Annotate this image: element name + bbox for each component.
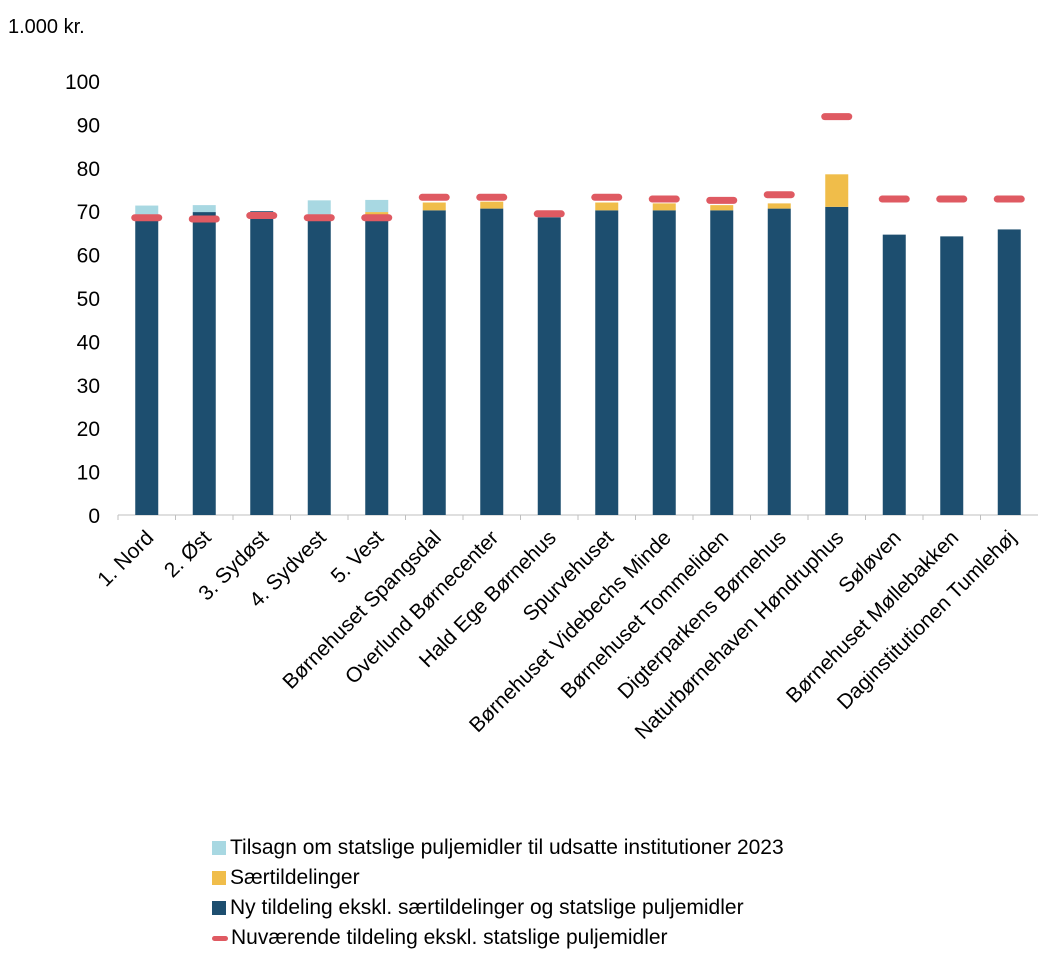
x-tick-label: Naturbørnehaven Høndruphus bbox=[631, 526, 849, 744]
legend-color-swatch bbox=[212, 871, 226, 885]
current-allocation-markers bbox=[131, 113, 1025, 223]
legend-color-swatch bbox=[212, 841, 226, 855]
bar-segment-saertildelinger bbox=[422, 202, 446, 211]
y-tick-label: 90 bbox=[77, 114, 100, 137]
legend-label: Nuværende tildeling ekskl. statslige pul… bbox=[231, 926, 668, 949]
legend-line-swatch bbox=[212, 935, 228, 941]
x-tick-label: 2. Øst bbox=[160, 526, 216, 582]
y-tick-label: 20 bbox=[77, 418, 100, 441]
bar-segment-puljemidler bbox=[365, 199, 389, 213]
bar-segment-base bbox=[135, 217, 159, 515]
legend-item: Tilsagn om statslige puljemidler til uds… bbox=[212, 833, 784, 863]
y-tick-label: 50 bbox=[77, 288, 100, 311]
x-tick-label: 1. Nord bbox=[93, 526, 158, 591]
legend-label: Tilsagn om statslige puljemidler til uds… bbox=[230, 836, 784, 859]
bar-segment-saertildelinger bbox=[825, 174, 849, 207]
bar-segment-saertildelinger bbox=[710, 205, 734, 211]
bar-segment-puljemidler bbox=[192, 205, 216, 213]
y-tick-label: 70 bbox=[77, 201, 100, 224]
bar-segment-base bbox=[595, 210, 619, 515]
bar-segment-base bbox=[480, 208, 504, 515]
bar-segment-base bbox=[997, 229, 1021, 516]
legend-item: Særtildelinger bbox=[212, 863, 784, 893]
bar-segment-base bbox=[767, 208, 791, 515]
y-tick-label: 30 bbox=[77, 375, 100, 398]
bar-segment-base bbox=[422, 210, 446, 515]
bar-segment-base bbox=[940, 236, 964, 515]
bar-segment-base bbox=[882, 234, 906, 516]
bar-segment-base bbox=[652, 210, 676, 515]
bar-segment-saertildelinger bbox=[480, 201, 504, 209]
y-tick-label: 60 bbox=[77, 245, 100, 268]
y-tick-label: 10 bbox=[77, 462, 100, 485]
bars bbox=[135, 174, 1021, 516]
bar-segment-saertildelinger bbox=[652, 203, 676, 211]
bar-segment-base bbox=[825, 206, 849, 516]
bar-segment-base bbox=[307, 217, 331, 515]
legend-label: Ny tildeling ekskl. særtildelinger og st… bbox=[230, 896, 744, 919]
legend: Tilsagn om statslige puljemidler til uds… bbox=[212, 833, 784, 953]
y-axis-unit-label: 1.000 kr. bbox=[8, 16, 85, 38]
legend-item: Ny tildeling ekskl. særtildelinger og st… bbox=[212, 893, 784, 923]
bar-segment-base bbox=[192, 212, 216, 515]
y-tick-label: 100 bbox=[65, 71, 100, 94]
y-tick-label: 80 bbox=[77, 158, 100, 181]
bar-segment-base bbox=[250, 211, 274, 515]
legend-item: Nuværende tildeling ekskl. statslige pul… bbox=[212, 923, 784, 953]
bar-segment-base bbox=[537, 217, 561, 515]
bar-segment-saertildelinger bbox=[595, 202, 619, 211]
y-axis: 0 10 20 30 40 50 60 70 80 90 100 bbox=[65, 71, 1038, 528]
y-tick-label: 40 bbox=[77, 331, 100, 354]
bar-segment-base bbox=[710, 210, 734, 515]
bar-segment-saertildelinger bbox=[767, 203, 791, 209]
legend-label: Særtildelinger bbox=[230, 866, 360, 889]
bar-segment-base bbox=[365, 217, 389, 515]
bar-segment-puljemidler bbox=[307, 200, 331, 218]
legend-color-swatch bbox=[212, 901, 226, 915]
y-tick-label: 0 bbox=[88, 505, 100, 528]
